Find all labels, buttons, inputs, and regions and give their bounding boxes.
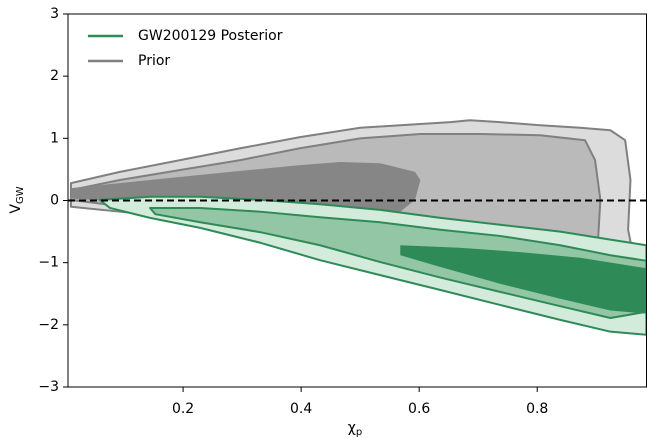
- plot-area: [68, 119, 647, 336]
- y-tick-label: 2: [50, 68, 59, 84]
- y-label-sub: GW: [15, 186, 26, 204]
- x-tick-label: 0.2: [172, 401, 194, 417]
- y-tick-label: 3: [50, 6, 59, 22]
- y-tick-label: −3: [38, 379, 59, 395]
- legend-label: Prior: [138, 53, 170, 69]
- y-axis-label: VGW: [8, 186, 26, 213]
- x-tick-label: 0.6: [408, 401, 430, 417]
- y-tick-label: −2: [38, 317, 59, 333]
- y-tick-label: 0: [50, 193, 59, 209]
- x-label-main: χ: [348, 420, 356, 436]
- x-tick-label: 0.4: [290, 401, 312, 417]
- y-label-main: V: [8, 204, 24, 214]
- y-tick-label: 1: [50, 130, 59, 146]
- legend-label: GW200129 Posterior: [138, 28, 283, 44]
- x-tick-label: 0.8: [526, 401, 548, 417]
- x-axis-label: χp: [348, 420, 362, 438]
- x-label-sub: p: [356, 427, 362, 438]
- contour-level: [400, 245, 647, 314]
- y-tick-label: −1: [38, 255, 59, 271]
